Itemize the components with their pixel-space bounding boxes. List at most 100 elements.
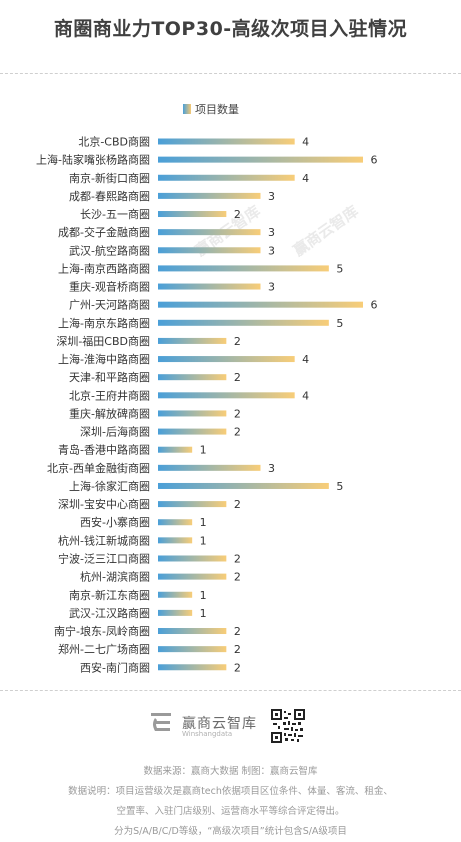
value-label: 2 xyxy=(234,498,241,511)
note-line: 分为S/A/B/C/D等级，“高级次项目”统计包含S/A级项目 xyxy=(114,826,347,837)
bar xyxy=(158,573,227,580)
category-label: 北京-西单金融街商圈 xyxy=(47,461,150,475)
chart-title: 商圈商业力TOP30-高级次项目入驻情况 xyxy=(53,18,408,40)
category-label: 上海-南京西路商圈 xyxy=(58,261,150,275)
value-label: 2 xyxy=(234,625,241,638)
bar xyxy=(158,646,227,653)
category-label: 重庆-观音桥商圈 xyxy=(69,280,150,294)
bar xyxy=(158,301,363,308)
bar xyxy=(158,374,227,381)
bar xyxy=(158,156,363,163)
bar xyxy=(158,337,227,344)
value-label: 1 xyxy=(200,607,207,620)
category-label: 南宁-埌东-凤岭商圈 xyxy=(54,624,150,638)
value-label: 3 xyxy=(268,226,275,239)
bar xyxy=(158,609,193,616)
bar xyxy=(158,428,227,435)
bar xyxy=(158,319,329,326)
brand-name: 赢商云智库 xyxy=(182,716,257,732)
bar xyxy=(158,446,193,453)
note-line: 空置率、入驻门店级别、运营商水平等综合评定得出。 xyxy=(116,806,345,817)
category-label: 杭州-湖滨商圈 xyxy=(80,570,150,584)
value-label: 4 xyxy=(302,353,309,366)
category-label: 上海-淮海中路商圈 xyxy=(58,352,150,366)
value-label: 1 xyxy=(200,516,207,529)
bar xyxy=(158,283,261,290)
bar xyxy=(158,555,227,562)
source-line: 数据来源：赢商大数据 制图：赢商云智库 xyxy=(143,766,318,777)
category-label: 南京-新街口商圈 xyxy=(69,171,150,185)
value-label: 3 xyxy=(268,244,275,257)
value-label: 2 xyxy=(234,643,241,656)
value-label: 2 xyxy=(234,371,241,384)
bar xyxy=(158,392,295,399)
legend: 项目数量 xyxy=(183,101,239,117)
bar xyxy=(158,356,295,363)
brand-subtitle: Winshangdata xyxy=(182,730,233,738)
bar xyxy=(158,591,193,598)
bar xyxy=(158,247,261,254)
value-label: 6 xyxy=(371,154,378,167)
category-label: 杭州-钱江新城商圈 xyxy=(58,533,150,547)
legend-label: 项目数量 xyxy=(195,103,239,116)
value-label: 1 xyxy=(200,589,207,602)
category-label: 西安-南门商圈 xyxy=(80,660,150,674)
value-label: 2 xyxy=(234,426,241,439)
category-label: 武汉-航空路商圈 xyxy=(69,243,150,257)
category-label: 成都-交子金融商圈 xyxy=(58,225,150,239)
value-label: 2 xyxy=(234,571,241,584)
category-label: 深圳-福田CBD商圈 xyxy=(56,334,150,348)
category-label: 北京-CBD商圈 xyxy=(78,135,150,149)
bar xyxy=(158,464,261,471)
value-label: 6 xyxy=(371,299,378,312)
bar xyxy=(158,229,261,236)
bar xyxy=(158,501,227,508)
bar-chart: 北京-CBD商圈 4 上海-陆家嘴张杨路商圈 6 南京-新街口商圈 4 成都-春熙路商圈 3 长… xyxy=(36,135,378,675)
value-label: 2 xyxy=(234,661,241,674)
category-label: 深圳-后海商圈 xyxy=(80,425,150,439)
value-label: 1 xyxy=(200,534,207,547)
category-label: 广州-天河路商圈 xyxy=(69,298,150,312)
bar xyxy=(158,482,329,489)
bar xyxy=(158,664,227,671)
category-label: 西安-小寨商圈 xyxy=(80,515,150,529)
qr-code-icon xyxy=(271,709,305,743)
bar xyxy=(158,174,295,181)
footer-notes: 数据来源：赢商大数据 制图：赢商云智库 数据说明：项目运营级次是赢商tech依据… xyxy=(0,762,461,842)
category-label: 宁波-泛三江口商圈 xyxy=(58,551,150,565)
category-label: 武汉-江汉路商圈 xyxy=(69,606,150,620)
value-label: 2 xyxy=(234,552,241,565)
category-label: 深圳-宝安中心商圈 xyxy=(58,497,150,511)
value-label: 5 xyxy=(336,317,343,330)
legend-swatch xyxy=(183,104,191,114)
value-label: 1 xyxy=(200,444,207,457)
value-label: 4 xyxy=(302,136,309,149)
brand-logo-icon xyxy=(151,713,171,731)
category-label: 郑州-二七广场商圈 xyxy=(58,642,150,656)
category-label: 重庆-解放碑商圈 xyxy=(69,406,150,420)
value-label: 3 xyxy=(268,281,275,294)
category-label: 南京-新江东商圈 xyxy=(69,588,150,602)
value-label: 2 xyxy=(234,407,241,420)
footer-brand: 赢商云智库 xyxy=(148,710,257,736)
bar xyxy=(158,192,261,199)
footer-divider xyxy=(0,690,461,691)
category-label: 北京-王府井商圈 xyxy=(69,388,150,402)
value-label: 4 xyxy=(302,172,309,185)
bar xyxy=(158,410,227,417)
category-label: 天津-和平路商圈 xyxy=(69,370,150,384)
bar xyxy=(158,265,329,272)
category-label: 长沙-五一商圈 xyxy=(80,207,150,221)
value-label: 2 xyxy=(234,208,241,221)
category-label: 成都-春熙路商圈 xyxy=(69,189,150,203)
value-label: 2 xyxy=(234,335,241,348)
bar xyxy=(158,628,227,635)
value-label: 5 xyxy=(336,480,343,493)
value-label: 4 xyxy=(302,389,309,402)
category-label: 上海-陆家嘴张杨路商圈 xyxy=(36,153,150,167)
note-line: 数据说明：项目运营级次是赢商tech依据项目区位条件、体量、客流、租金、 xyxy=(68,786,393,797)
bar xyxy=(158,211,227,218)
value-label: 3 xyxy=(268,462,275,475)
bar xyxy=(158,138,295,145)
bar xyxy=(158,537,193,544)
